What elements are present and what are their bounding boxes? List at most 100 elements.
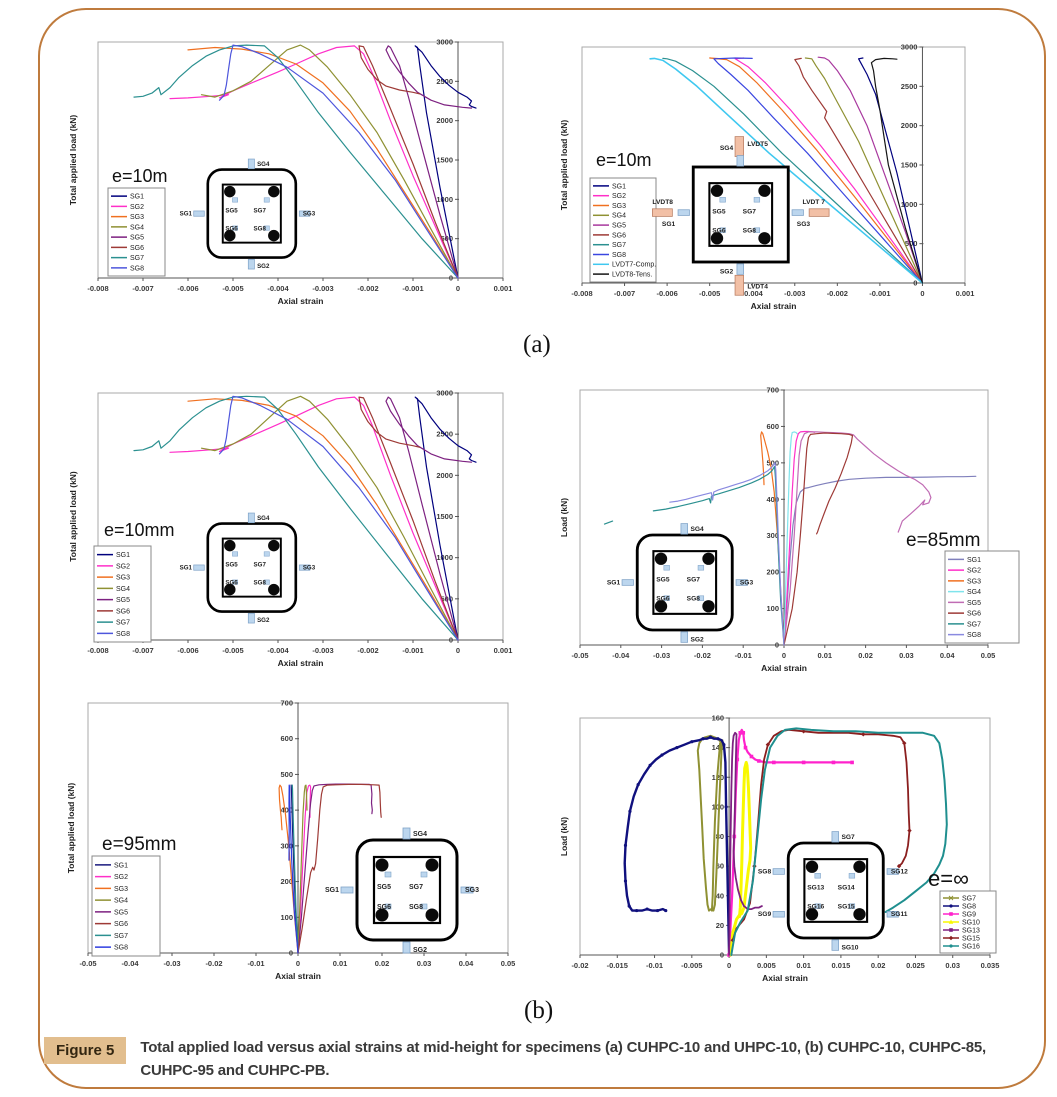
rebar-icon <box>425 908 439 922</box>
series-SG6 <box>358 45 459 279</box>
inset-label: SG14 <box>838 885 855 892</box>
panel-label-a: (a) <box>523 331 551 358</box>
x-tick-label: 0.05 <box>501 959 516 968</box>
x-tick-label: -0.002 <box>357 646 378 655</box>
series-LVDT8-Tens. <box>870 57 923 284</box>
series-SG3 <box>187 398 459 641</box>
strain-gauge-icon <box>814 903 821 909</box>
x-tick-label: -0.015 <box>607 961 628 970</box>
x-tick-label: -0.003 <box>784 289 805 298</box>
rebar-icon <box>805 860 819 873</box>
inset-label: SG8 <box>409 904 423 911</box>
strain-gauge-icon <box>848 903 856 909</box>
cross-section-inset: SG5 SG7 SG6 SG8 SG4 SG2 SG1 SG3 <box>607 523 753 643</box>
inset-label: SG8 <box>254 225 267 232</box>
strain-gauge-icon <box>753 197 761 203</box>
x-tick-label: -0.02 <box>571 961 588 970</box>
series-SG1 <box>414 396 477 641</box>
x-tick-label: -0.04 <box>612 651 630 660</box>
legend-label: SG2 <box>130 204 144 211</box>
rebar-icon <box>268 229 280 242</box>
legend-label: SG9 <box>962 911 976 918</box>
y-tick-label: 1000 <box>436 195 453 204</box>
x-tick-label: -0.007 <box>132 284 153 293</box>
strain-gauge-icon <box>736 155 744 167</box>
x-tick-label: -0.008 <box>571 289 592 298</box>
rebar-icon <box>268 185 280 198</box>
x-tick-label: -0.005 <box>222 646 243 655</box>
rebar-icon <box>375 908 389 922</box>
eccentricity-label: e=10m <box>112 166 168 186</box>
inset-label: SG6 <box>656 596 670 603</box>
legend-label: SG5 <box>967 600 981 607</box>
x-tick-label: 0.04 <box>940 651 955 660</box>
inset-label: SG5 <box>225 562 238 569</box>
legend-label: SG13 <box>962 927 980 934</box>
inset-label: SG6 <box>377 904 391 911</box>
series-SG8 <box>218 395 459 641</box>
legend-label: SG3 <box>114 886 128 893</box>
legend-label: SG15 <box>962 935 980 942</box>
x-axis-title: Axial strain <box>275 971 321 981</box>
lvdt-right-icon <box>808 208 830 217</box>
legend-label: SG3 <box>967 578 981 585</box>
rebar-icon <box>654 600 668 613</box>
inset-label: SG4 <box>257 515 270 522</box>
y-tick-label: 2000 <box>436 116 453 125</box>
y-tick-label: 0 <box>775 641 779 650</box>
x-tick-label: -0.001 <box>869 289 890 298</box>
x-tick-label: 0.04 <box>459 959 474 968</box>
y-tick-label: 1000 <box>436 553 453 562</box>
y-tick-label: 140 <box>712 743 725 752</box>
series-SG5 <box>385 396 473 641</box>
series-SG10 <box>729 760 753 957</box>
inset-label: SG5 <box>377 884 391 891</box>
strain-gauge-icon <box>247 259 255 270</box>
strain-gauge-icon <box>680 631 688 643</box>
legend-box <box>944 550 1020 644</box>
inset-label: SG9 <box>758 911 772 918</box>
x-tick-label: 0.01 <box>333 959 348 968</box>
lvdt-top-icon <box>734 136 744 157</box>
inset-label: SG15 <box>838 904 855 911</box>
x-tick-label: -0.005 <box>222 284 243 293</box>
x-tick-label: -0.006 <box>177 284 198 293</box>
cross-section-inset: SG5 SG7 SG6 SG8 SG4 SG2 SG1 SG3 <box>180 158 316 270</box>
legend-label: SG5 <box>116 597 130 604</box>
strain-gauge-icon <box>736 263 744 275</box>
y-tick-label: 400 <box>766 495 779 504</box>
strain-gauge-icon <box>753 227 761 233</box>
series-SG1 <box>414 45 477 279</box>
legend-label: SG3 <box>116 575 130 582</box>
x-tick-label: 0.05 <box>981 651 996 660</box>
strain-gauge-icon <box>232 197 238 203</box>
inset-label: SG11 <box>891 911 908 918</box>
rebar-icon <box>758 184 771 197</box>
y-tick-label: 60 <box>716 862 724 871</box>
inset-label: SG6 <box>225 225 238 232</box>
rebar-icon <box>710 184 724 197</box>
inset-label: SG7 <box>687 577 701 584</box>
x-tick-label: 0.005 <box>757 961 776 970</box>
strain-gauge-icon <box>719 227 726 233</box>
strain-gauge-icon <box>772 911 785 918</box>
series-SG7 <box>603 520 614 525</box>
figure-label: Figure 5 <box>44 1037 127 1064</box>
inset-label: SG1 <box>180 210 193 217</box>
x-tick-label: 0.03 <box>899 651 914 660</box>
legend-label: SG2 <box>967 568 981 575</box>
strain-gauge-icon <box>621 579 634 586</box>
cross-section-inset: SG5 SG7 SG6 SG8 SG4 SG2 SG1 SG3 <box>180 512 316 624</box>
inset-label: SG1 <box>607 579 621 586</box>
rebar-icon <box>805 908 819 921</box>
strain-gauge-icon <box>772 868 785 875</box>
strain-gauge-icon <box>814 873 821 879</box>
inset-label: SG3 <box>797 221 811 228</box>
y-axis-title: Total applied load (kN) <box>68 471 78 562</box>
x-tick-label: -0.006 <box>656 289 677 298</box>
legend-label: SG5 <box>114 909 128 916</box>
series-SG7 <box>291 784 299 954</box>
y-tick-label: 400 <box>280 806 293 815</box>
x-tick-label: -0.007 <box>614 289 635 298</box>
